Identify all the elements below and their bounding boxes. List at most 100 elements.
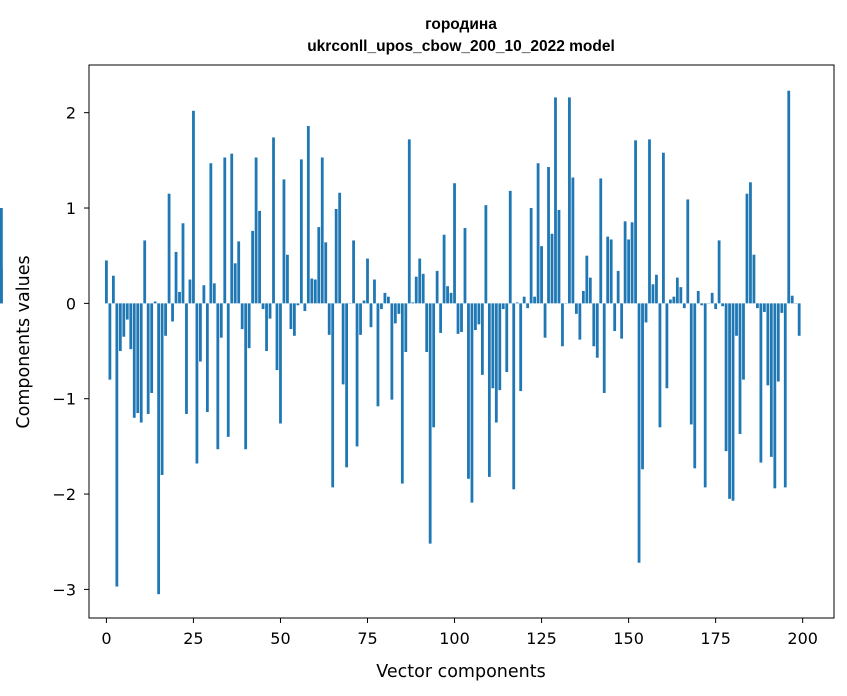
bar-106 xyxy=(474,303,477,331)
bar-112 xyxy=(494,303,498,423)
bar-72 xyxy=(355,303,359,447)
bar-83 xyxy=(393,303,397,324)
bar-0 xyxy=(105,260,108,304)
bar-176 xyxy=(717,240,721,304)
bar-137 xyxy=(581,290,585,304)
bar-102 xyxy=(460,303,463,332)
bar-28 xyxy=(202,285,206,304)
bar-101 xyxy=(456,303,460,334)
bar-69 xyxy=(345,303,349,468)
bar-144 xyxy=(606,236,610,304)
bar-36 xyxy=(230,153,234,304)
bar-59 xyxy=(310,278,314,304)
bar-1 xyxy=(108,303,112,380)
bar-54 xyxy=(293,303,296,336)
bar-122 xyxy=(529,208,533,304)
y-tick-label-0: 0 xyxy=(66,294,76,313)
bar-20 xyxy=(174,251,178,304)
bar-62 xyxy=(320,157,324,304)
bar-199 xyxy=(797,303,801,336)
bar-172 xyxy=(703,303,707,488)
bar-76 xyxy=(369,303,373,328)
bar-181 xyxy=(735,303,738,336)
bar-65 xyxy=(331,303,335,488)
bar-197 xyxy=(790,295,794,304)
x-tick-label-150: 150 xyxy=(613,629,644,648)
bar-87 xyxy=(407,139,411,304)
bar-154 xyxy=(641,303,644,470)
bar-177 xyxy=(721,303,724,307)
y-tick-label--3: −3 xyxy=(52,580,76,599)
bar-125 xyxy=(540,246,543,304)
bar-192 xyxy=(773,303,777,489)
x-tick-label-50: 50 xyxy=(270,629,290,648)
bar-34 xyxy=(223,157,227,304)
bar-131 xyxy=(561,303,564,347)
bar-158 xyxy=(655,274,658,304)
bar-153 xyxy=(637,303,641,563)
bar-68 xyxy=(341,303,345,385)
bar-146 xyxy=(613,303,617,332)
bar-77 xyxy=(373,279,376,304)
bar-43 xyxy=(254,157,258,304)
bar-188 xyxy=(759,303,763,463)
bar-22 xyxy=(181,223,185,304)
bar-186 xyxy=(752,254,756,304)
bar-33 xyxy=(219,303,223,338)
bar-183 xyxy=(742,303,745,380)
bar-111 xyxy=(491,303,495,389)
bar-129 xyxy=(554,97,557,304)
bar-44 xyxy=(258,210,261,304)
bar-174 xyxy=(710,292,714,304)
bar-15 xyxy=(157,303,161,595)
bar-47 xyxy=(268,303,272,319)
bar-88 xyxy=(411,302,415,304)
bar-89 xyxy=(414,276,418,304)
bar-149 xyxy=(623,221,627,304)
bar-27 xyxy=(199,303,202,362)
bar-74 xyxy=(362,300,366,304)
bars-group xyxy=(0,90,801,595)
bar-191 xyxy=(769,303,773,457)
bar-126 xyxy=(543,303,547,338)
bar-11 xyxy=(143,240,147,304)
bar-96 xyxy=(439,303,443,333)
bar-151 xyxy=(630,222,634,304)
bar-13 xyxy=(150,303,154,393)
bar-157 xyxy=(651,284,655,304)
bar-100 xyxy=(453,183,456,304)
bar-19 xyxy=(171,303,174,322)
bar-61 xyxy=(317,227,321,304)
bar-84 xyxy=(397,303,401,314)
y-tick-label--2: −2 xyxy=(52,485,76,504)
bar-165 xyxy=(679,287,683,304)
bar-166 xyxy=(682,303,686,309)
bar-194 xyxy=(780,303,784,313)
bar-6 xyxy=(125,303,129,320)
bar-107 xyxy=(477,303,481,325)
bar-167 xyxy=(686,199,690,304)
bar-97 xyxy=(442,234,446,304)
bar-5 xyxy=(122,303,126,337)
x-tick-label-175: 175 xyxy=(700,629,731,648)
bar-161 xyxy=(665,303,669,389)
bar-23 xyxy=(185,303,188,414)
bar-32 xyxy=(216,303,220,450)
bar-10 xyxy=(139,303,143,423)
bar-184 xyxy=(745,193,749,304)
bar-94 xyxy=(432,303,436,428)
bar-99 xyxy=(449,292,453,304)
bar-195 xyxy=(783,303,787,488)
bar-30 xyxy=(209,163,213,304)
bar-193 xyxy=(776,303,780,382)
plot-area-frame xyxy=(88,64,835,619)
bar-160 xyxy=(662,152,665,304)
x-tick-label-200: 200 xyxy=(787,629,818,648)
bar-145 xyxy=(609,239,613,304)
bar-3 xyxy=(115,303,119,587)
bar-67 xyxy=(338,192,342,304)
chart-subtitle: ukrconll_upos_cbow_200_10_2022 model xyxy=(307,38,615,55)
bar-118 xyxy=(515,302,519,304)
bar-52 xyxy=(286,254,289,304)
bar-152 xyxy=(634,140,637,304)
